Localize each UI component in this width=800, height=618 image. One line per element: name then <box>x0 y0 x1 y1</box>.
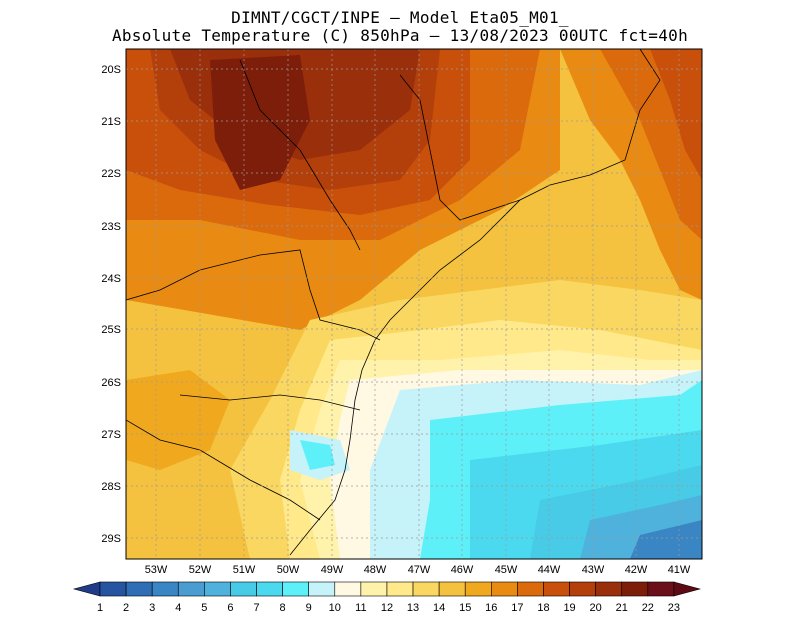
lon-label: 43W <box>582 564 605 576</box>
colorbar-label: 16 <box>485 602 497 614</box>
lon-label: 49W <box>321 564 344 576</box>
colorbar-label: 4 <box>175 602 181 614</box>
colorbar-swatch <box>491 581 518 597</box>
colorbar-labels: 1 2 3 4 5 6 7 8 9 10 11 12 13 14 15 16 17 18 19 20 21 22 23 <box>97 602 680 614</box>
gridlines <box>126 49 702 559</box>
lon-axis: 53W 52W 51W 50W 49W 48W 47W 46W 45W 44W … <box>145 564 691 576</box>
colorbar-label: 7 <box>253 602 259 614</box>
colorbar-swatch <box>125 581 153 597</box>
lat-label: 24S <box>101 273 121 285</box>
map-title: DIMNT/CGCT/INPE – Model Eta05_M01_ <box>231 8 569 27</box>
colorbar-swatch <box>569 581 596 597</box>
borders <box>126 49 661 556</box>
colorbar-label: 15 <box>459 602 471 614</box>
lat-label: 21S <box>101 116 121 128</box>
lat-label: 20S <box>101 64 121 76</box>
colorbar-arrow-left <box>72 581 101 597</box>
lat-label: 28S <box>101 481 121 493</box>
lon-label: 47W <box>408 564 431 576</box>
lon-label: 44W <box>538 564 561 576</box>
map-subtitle: Absolute Temperature (C) 850hPa – 13/08/… <box>111 26 689 45</box>
map-frame <box>125 48 703 560</box>
colorbar-swatch <box>308 581 336 597</box>
colorbar-swatch <box>151 581 179 597</box>
lon-label: 45W <box>495 564 518 576</box>
colorbar-label: 22 <box>642 602 654 614</box>
colorbar-swatch <box>438 581 466 597</box>
lon-label: 48W <box>364 564 387 576</box>
lat-label: 27S <box>101 429 121 441</box>
colorbar-swatch <box>543 581 570 597</box>
lat-label: 23S <box>101 221 121 233</box>
colorbar-label: 8 <box>280 602 286 614</box>
colorbar-label: 21 <box>616 602 628 614</box>
colorbar-label: 23 <box>668 602 680 614</box>
colorbar <box>72 581 702 597</box>
colorbar-label: 9 <box>306 602 312 614</box>
lon-label: 51W <box>233 564 256 576</box>
colorbar-swatch <box>517 581 544 597</box>
colorbar-label: 10 <box>329 602 341 614</box>
colorbar-swatch <box>282 581 309 597</box>
lat-label: 26S <box>101 377 121 389</box>
colorbar-label: 13 <box>407 602 419 614</box>
lat-label: 29S <box>101 533 121 545</box>
colorbar-label: 6 <box>227 602 233 614</box>
colorbar-label: 17 <box>511 602 523 614</box>
colorbar-label: 2 <box>123 602 129 614</box>
colorbar-swatch <box>647 581 675 597</box>
lon-label: 50W <box>277 564 300 576</box>
colorbar-label: 12 <box>381 602 393 614</box>
colorbar-swatch <box>386 581 414 597</box>
colorbar-swatch <box>360 581 388 597</box>
colorbar-swatch <box>595 581 623 597</box>
colorbar-label: 11 <box>355 602 366 614</box>
colorbar-label: 18 <box>537 602 549 614</box>
temperature-field <box>126 49 702 559</box>
lat-label: 22S <box>101 168 121 180</box>
colorbar-swatch <box>99 581 127 597</box>
colorbar-swatch <box>621 581 649 597</box>
colorbar-arrow-right <box>673 581 702 597</box>
lat-axis: 20S 21S 22S 23S 24S 25S 26S 27S 28S 29S <box>101 64 121 545</box>
lon-label: 42W <box>625 564 648 576</box>
colorbar-swatch <box>464 581 492 597</box>
colorbar-label: 19 <box>563 602 575 614</box>
colorbar-swatch <box>412 581 440 597</box>
lon-label: 41W <box>668 564 691 576</box>
colorbar-label: 5 <box>201 602 207 614</box>
colorbar-label: 14 <box>433 602 445 614</box>
lon-label: 53W <box>145 564 168 576</box>
colorbar-swatch <box>230 581 257 597</box>
colorbar-label: 20 <box>590 602 602 614</box>
colorbar-swatch <box>334 581 362 597</box>
colorbar-label: 3 <box>149 602 155 614</box>
lon-label: 46W <box>451 564 474 576</box>
colorbar-label: 1 <box>97 602 103 614</box>
colorbar-swatch <box>256 581 283 597</box>
lon-label: 52W <box>189 564 212 576</box>
colorbar-swatch <box>177 581 205 597</box>
lat-label: 25S <box>101 324 121 336</box>
colorbar-swatch <box>204 581 231 597</box>
